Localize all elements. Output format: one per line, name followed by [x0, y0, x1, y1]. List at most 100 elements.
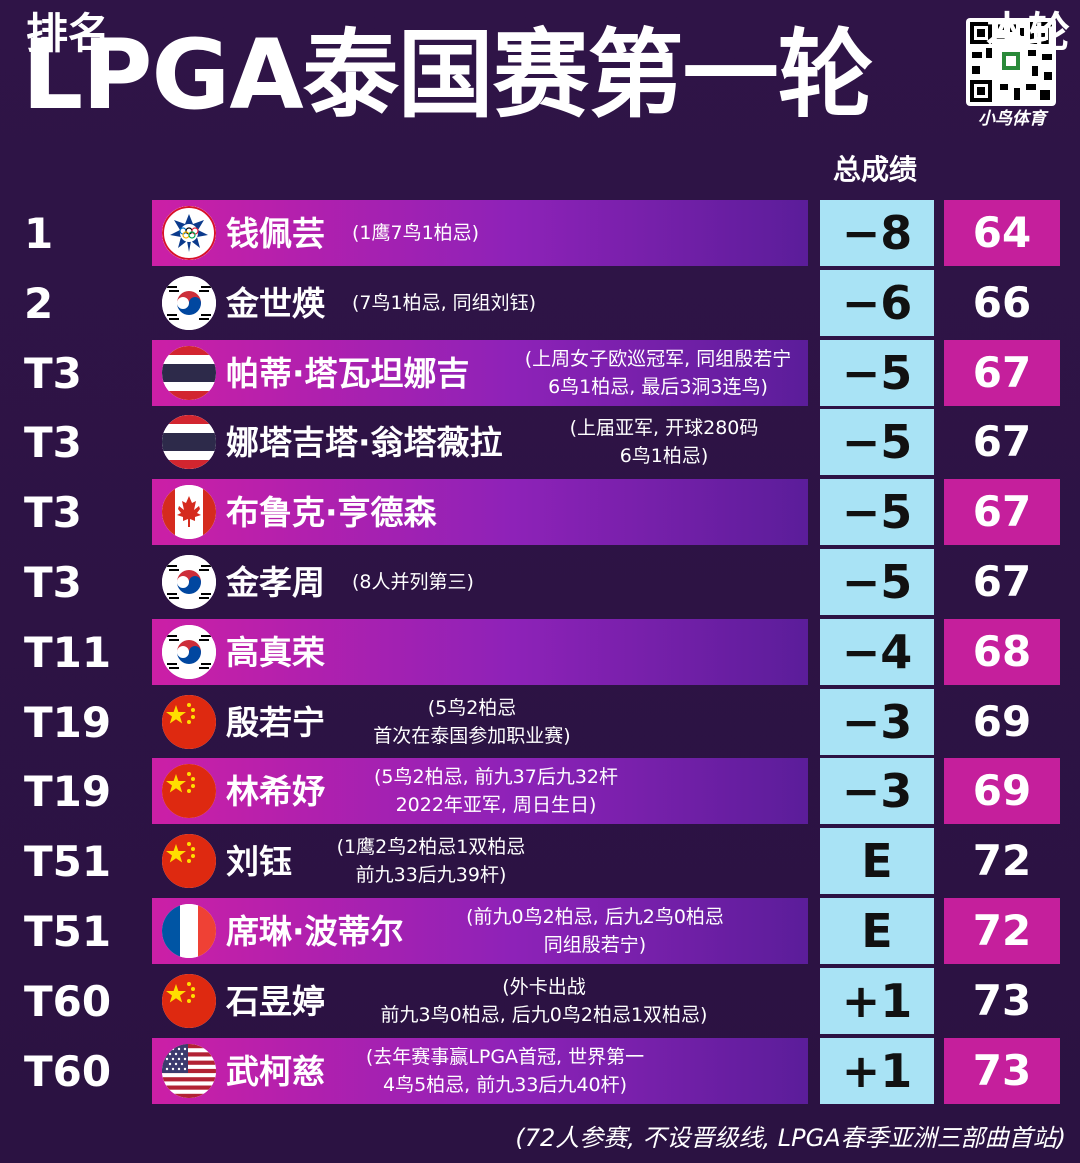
player-name: 布鲁克·亨德森 [226, 493, 437, 533]
header-round: 本轮 [985, 8, 1070, 57]
player-name: 金孝周 [226, 563, 325, 602]
rank-label: T60 [24, 976, 112, 1026]
highlight-band [152, 479, 808, 546]
highlight-band [152, 1037, 808, 1104]
player-note-line2: 2022年亚军, 周日生日) [395, 794, 597, 817]
player-name: 殷若宁 [226, 702, 325, 742]
total-score: −5 [820, 549, 934, 615]
player-note-line1: (前九0鸟2柏忌, 后九2鸟0柏忌 [466, 906, 724, 928]
total-score: −6 [820, 269, 934, 336]
china-flag-icon [162, 973, 216, 1028]
player-name: 武柯慈 [226, 1051, 325, 1091]
player-note: (8人并列第三) [352, 571, 474, 593]
player-note-line1: (上周女子欧巡冠军, 同组殷若宁 [524, 347, 792, 370]
china-flag-icon [162, 764, 216, 819]
highlight-band [152, 200, 808, 266]
round-score: 73 [944, 1037, 1060, 1104]
leaderboard-row: T11 高真荣 −4 68 [0, 618, 1080, 687]
player-note: (7鸟1柏忌, 同组刘钰) [352, 291, 537, 314]
korea-flag-icon [162, 275, 216, 330]
leaderboard-row: T3 娜塔吉塔·翁塔薇拉 (上届亚军, 开球280码 6鸟1柏忌) −5 67 [0, 409, 1080, 477]
thailand-flag-icon [162, 415, 216, 470]
player-note-line1: (上届亚军, 开球280码 [569, 417, 759, 440]
usa-flag-icon [162, 1043, 216, 1098]
round-score: 69 [972, 696, 1032, 746]
round-score: 67 [944, 339, 1060, 406]
player-note-line1: (5鸟2柏忌 [427, 696, 517, 719]
leaderboard-row: T19 林希妤 (5鸟2柏忌, 前九37后九32杆 2022年亚军, 周日生日) −3 6… [0, 758, 1080, 826]
round-score: 72 [944, 898, 1060, 964]
france-flag-icon [162, 904, 216, 958]
leaderboard-row: T60 石昱婷 (外卡出战 前九3鸟0柏忌, 后九0鸟2柏忌1双柏忌) +1 73 [0, 967, 1080, 1036]
rank-label: T11 [24, 627, 112, 677]
player-note-line2: 6鸟1柏忌, 最后3洞3连鸟) [548, 375, 768, 398]
total-score: +1 [820, 1037, 934, 1104]
rank-label: 2 [24, 278, 54, 328]
leaderboard-row: T19 殷若宁 (5鸟2柏忌首次在泰国参加职业赛) −3 69 [0, 688, 1080, 757]
round-score: 72 [972, 836, 1032, 886]
player-name: 帕蒂·塔瓦坦娜吉 [226, 353, 470, 393]
highlight-band [152, 339, 808, 406]
total-score: E [820, 828, 934, 895]
chinese-taipei-olympic-flag-icon [162, 206, 216, 260]
player-name: 钱佩芸 [226, 214, 325, 253]
total-score: −8 [820, 200, 934, 266]
leaderboard-row: 2 金世煐 (7鸟1柏忌, 同组刘钰) −6 66 [0, 269, 1080, 338]
korea-flag-icon [162, 555, 216, 609]
leaderboard-row: T51 刘钰 (1鹰2鸟2柏忌1双柏忌 前九33后九39杆) E 72 [0, 828, 1080, 896]
rank-label: 1 [24, 209, 54, 258]
leaderboard-row: 1 钱佩芸 (1鹰7鸟1柏忌) −8 64 [0, 200, 1080, 268]
header-total: 总成绩 [833, 153, 918, 186]
highlight-band [152, 758, 808, 825]
highlight-band [152, 898, 808, 964]
korea-flag-icon [162, 624, 216, 679]
player-name: 林希妤 [226, 772, 325, 812]
china-flag-icon [162, 834, 216, 889]
player-note: (1鹰7鸟1柏忌) [352, 222, 480, 244]
total-score: −5 [820, 409, 934, 476]
rank-label: T3 [24, 418, 82, 468]
thailand-flag-icon [162, 345, 216, 400]
round-score: 67 [944, 479, 1060, 546]
highlight-band [152, 618, 808, 685]
player-name: 金世煐 [226, 283, 325, 323]
leaderboard-row: T3 帕蒂·塔瓦坦娜吉 (上周女子欧巡冠军, 同组殷若宁 6鸟1柏忌, 最后3洞3连鸟… [0, 339, 1080, 408]
round-score: 68 [944, 618, 1060, 685]
total-score: E [820, 898, 934, 964]
rank-label: T3 [24, 348, 82, 398]
rank-label: T3 [24, 558, 82, 607]
player-note-line2: 4鸟5柏忌, 前九33后九40杆) [382, 1073, 628, 1096]
brand-label: 小鸟体育 [978, 109, 1046, 129]
round-score: 67 [972, 557, 1032, 606]
rank-label: T51 [24, 907, 112, 956]
player-note-line2: 6鸟1柏忌) [619, 445, 709, 468]
player-note-line1: (去年赛事赢LPGA首冠, 世界第一 [365, 1045, 645, 1068]
player-note-line2: 首次在泰国参加职业赛) [373, 724, 571, 747]
leaderboard-row: T3 布鲁克·亨德森 −5 67 [0, 479, 1080, 547]
total-score: −3 [820, 758, 934, 825]
player-note-line2: 前九33后九39杆) [355, 864, 507, 887]
rank-label: T51 [24, 837, 112, 887]
player-name: 刘钰 [226, 842, 292, 882]
canada-flag-icon [162, 485, 216, 540]
player-note-line1: (1鹰2鸟2柏忌1双柏忌 [336, 836, 526, 859]
player-name: 席琳·波蒂尔 [226, 912, 404, 951]
leaderboard-row: T60 武柯慈 (去年赛事赢LPGA首冠, 世界第一 4鸟5柏忌, 前九33后九40杆… [0, 1037, 1080, 1106]
rank-label: T19 [24, 697, 112, 747]
player-note-line1: (5鸟2柏忌, 前九37后九32杆 [373, 766, 619, 789]
total-score: −4 [820, 618, 934, 685]
rank-label: T60 [24, 1046, 112, 1096]
leaderboard-row: T3 金孝周 (8人并列第三) −5 67 [0, 549, 1080, 617]
player-note-line1: (外卡出战 [502, 975, 586, 998]
round-score: 73 [972, 975, 1032, 1025]
round-score: 64 [944, 200, 1060, 266]
player-note-line2: 同组殷若宁) [543, 934, 647, 956]
total-score: +1 [820, 967, 934, 1034]
player-name: 娜塔吉塔·翁塔薇拉 [226, 423, 503, 463]
total-score: −3 [820, 688, 934, 755]
leaderboard-row: T51 席琳·波蒂尔 (前九0鸟2柏忌, 后九2鸟0柏忌 同组殷若宁) E 72 [0, 898, 1080, 966]
page-title: LPGA泰国赛第一轮 [22, 19, 874, 131]
round-score: 66 [972, 277, 1032, 327]
round-score: 67 [972, 417, 1032, 467]
qr-code [966, 18, 1056, 106]
